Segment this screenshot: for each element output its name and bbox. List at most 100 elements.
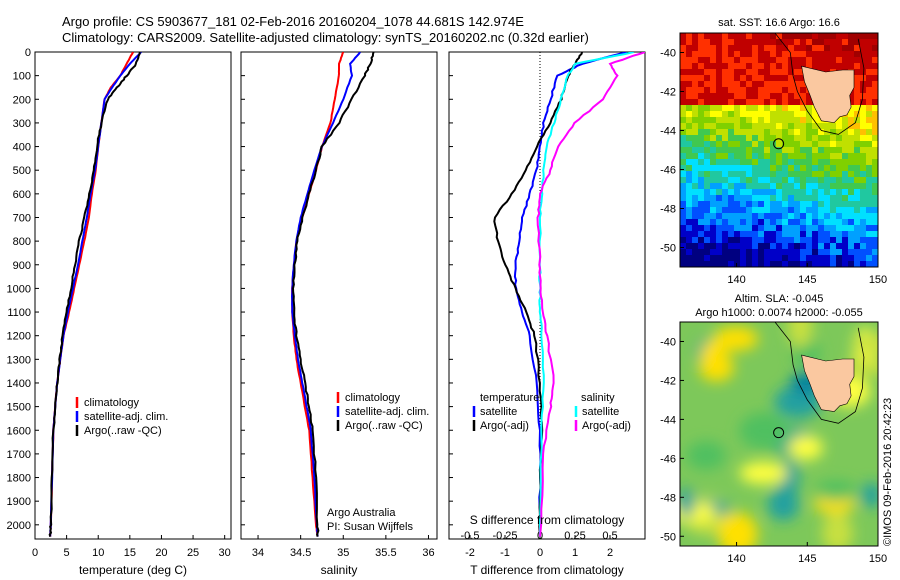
sst-cell	[872, 141, 878, 147]
sst-cell	[800, 63, 806, 69]
sst-cell	[782, 33, 788, 39]
sst-cell	[740, 183, 746, 189]
sst-cell	[848, 129, 854, 135]
sst-cell	[872, 117, 878, 123]
sst-cell	[764, 105, 770, 111]
sst-cell	[722, 99, 728, 105]
sst-cell	[848, 261, 854, 267]
sst-cell	[782, 69, 788, 75]
sst-cell	[698, 153, 704, 159]
sst-cell	[860, 153, 866, 159]
sst-cell	[752, 39, 758, 45]
sst-cell	[758, 171, 764, 177]
y-tick-label: 2000	[7, 520, 31, 532]
sst-cell	[752, 129, 758, 135]
sst-cell	[776, 249, 782, 255]
sst-cell	[722, 213, 728, 219]
sst-cell	[722, 129, 728, 135]
sst-cell	[746, 63, 752, 69]
sst-cell	[734, 153, 740, 159]
sst-cell	[836, 51, 842, 57]
sst-cell	[860, 93, 866, 99]
sst-cell	[692, 87, 698, 93]
sst-cell	[866, 99, 872, 105]
x-tick-label: 0	[537, 547, 543, 559]
sst-cell	[770, 51, 776, 57]
sst-cell	[860, 159, 866, 165]
sst-cell	[764, 135, 770, 141]
sst-cell	[782, 87, 788, 93]
sst-cell	[740, 57, 746, 63]
sst-cell	[830, 225, 836, 231]
sst-cell	[776, 99, 782, 105]
sst-cell	[758, 111, 764, 117]
sst-cell	[866, 87, 872, 93]
argo-position-marker	[773, 427, 785, 439]
sst-cell	[728, 135, 734, 141]
sst-cell	[866, 75, 872, 81]
sst-cell	[692, 177, 698, 183]
sst-cell	[734, 207, 740, 213]
sst-cell	[704, 51, 710, 57]
sst-cell	[698, 255, 704, 261]
sst-cell	[680, 123, 686, 129]
sst-cell	[716, 93, 722, 99]
sst-cell	[830, 237, 836, 243]
sst-cell	[836, 171, 842, 177]
sst-cell	[752, 231, 758, 237]
sst-cell	[830, 147, 836, 153]
sst-cell	[728, 261, 734, 267]
sst-cell	[692, 225, 698, 231]
sst-cell	[812, 159, 818, 165]
sst-cell	[794, 45, 800, 51]
sst-cell	[842, 189, 848, 195]
sst-cell	[848, 255, 854, 261]
sst-cell	[776, 243, 782, 249]
sst-cell	[806, 141, 812, 147]
sst-cell	[818, 243, 824, 249]
sst-cell	[848, 159, 854, 165]
sst-cell	[836, 255, 842, 261]
sst-cell	[686, 201, 692, 207]
sst-cell	[830, 243, 836, 249]
sst-cell	[788, 69, 794, 75]
sst-cell	[752, 93, 758, 99]
sst-cell	[686, 195, 692, 201]
sst-cell	[698, 171, 704, 177]
legend-label-t-satellite: satellite	[480, 406, 517, 418]
sst-cell	[680, 51, 686, 57]
sst-cell	[716, 231, 722, 237]
y-tick-label: 500	[13, 165, 31, 177]
sst-cell	[782, 123, 788, 129]
legend-label-climatology: climatology	[84, 397, 140, 409]
sst-cell	[860, 111, 866, 117]
sst-cell	[716, 45, 722, 51]
sst-cell	[716, 261, 722, 267]
sst-cell	[722, 39, 728, 45]
sst-cell	[860, 213, 866, 219]
sst-cell	[716, 249, 722, 255]
sst-cell	[800, 237, 806, 243]
sst-cell	[740, 117, 746, 123]
sst-cell	[860, 225, 866, 231]
sst-cell	[764, 207, 770, 213]
sst-cell	[866, 147, 872, 153]
sst-cell	[722, 141, 728, 147]
sst-cell	[728, 51, 734, 57]
sst-cell	[812, 237, 818, 243]
sst-cell	[710, 225, 716, 231]
sst-cell	[758, 129, 764, 135]
sst-cell	[740, 159, 746, 165]
salinity-panel: 34 34.5 35 35.5 36 salinity climatology sate…	[240, 51, 438, 577]
sst-cell	[794, 177, 800, 183]
sst-cell	[722, 195, 728, 201]
sst-cell	[782, 249, 788, 255]
sst-cell	[692, 69, 698, 75]
sst-cell	[812, 255, 818, 261]
sst-cell	[716, 111, 722, 117]
sst-cell	[800, 177, 806, 183]
sst-cell	[794, 135, 800, 141]
sst-cell	[824, 207, 830, 213]
sst-cell	[776, 105, 782, 111]
sst-cell	[746, 159, 752, 165]
